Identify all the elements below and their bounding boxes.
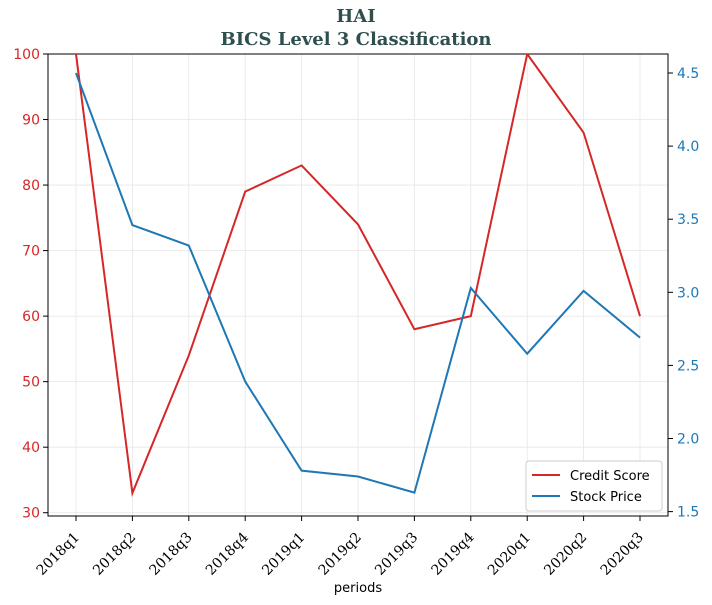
y-left-tick-label: 60 <box>22 309 40 325</box>
y-right-tick-label: 4.0 <box>677 139 699 155</box>
series-line-stock-price <box>75 72 641 494</box>
legend-label-credit-score: Credit Score <box>570 469 650 484</box>
x-tick-label: 2018q3 <box>146 530 195 579</box>
series-line-credit-score <box>75 54 641 497</box>
x-tick-label: 2019q2 <box>316 530 365 579</box>
y-left-tick-label: 50 <box>22 375 40 391</box>
y-left-tick-label: 100 <box>13 47 40 63</box>
chart-subtitle: BICS Level 3 Classification <box>220 29 492 50</box>
x-tick-label: 2018q1 <box>34 530 83 579</box>
x-tick-label: 2019q1 <box>259 530 308 579</box>
x-tick-label: 2020q1 <box>485 530 534 579</box>
x-tick-label: 2020q3 <box>598 530 647 579</box>
legend-box <box>525 460 663 512</box>
y-right-tick-label: 1.5 <box>677 505 699 521</box>
legend-label-stock-price: Stock Price <box>570 490 642 505</box>
x-tick-label: 2018q2 <box>90 530 139 579</box>
x-tick-label: 2020q2 <box>541 530 590 579</box>
x-tick-label: 2019q3 <box>372 530 421 579</box>
y-right-tick-label: 3.5 <box>677 212 699 228</box>
y-right-tick-label: 3.0 <box>677 285 699 301</box>
y-left-tick-label: 40 <box>22 440 40 456</box>
y-left-tick-label: 80 <box>22 178 40 194</box>
y-left-tick-label: 30 <box>22 506 40 522</box>
x-axis-label: periods <box>334 581 382 596</box>
x-tick-label: 2019q4 <box>428 529 477 578</box>
y-left-tick-label: 70 <box>22 244 40 260</box>
y-right-tick-label: 2.5 <box>677 358 699 374</box>
chart-title: HAI <box>336 6 376 27</box>
x-tick-label: 2018q4 <box>203 529 252 578</box>
y-left-tick-label: 90 <box>22 113 40 129</box>
y-right-tick-label: 4.5 <box>677 66 699 82</box>
legend: Credit Score Stock Price <box>525 460 663 512</box>
y-right-tick-label: 2.0 <box>677 432 699 448</box>
